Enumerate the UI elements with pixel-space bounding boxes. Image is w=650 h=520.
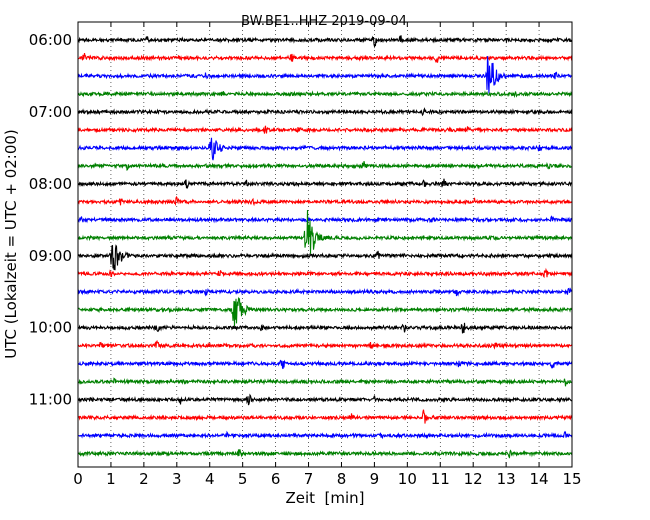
y-tick-label: 06:00 bbox=[29, 31, 72, 49]
trace-11:30 bbox=[77, 430, 573, 440]
trace-09:15 bbox=[77, 267, 573, 279]
trace-10:00 bbox=[77, 322, 573, 334]
x-tick-label: 8 bbox=[337, 470, 347, 488]
y-tick-label: 11:00 bbox=[29, 391, 72, 409]
x-tick-label: 12 bbox=[464, 470, 483, 488]
x-tick-label: 15 bbox=[562, 470, 581, 488]
x-tick-label: 3 bbox=[172, 470, 182, 488]
y-tick-label: 10:00 bbox=[29, 319, 72, 337]
x-tick-label: 6 bbox=[271, 470, 281, 488]
trace-10:30 bbox=[77, 359, 573, 370]
trace-10:15 bbox=[77, 339, 573, 350]
trace-09:30 bbox=[77, 287, 573, 297]
trace-10:45 bbox=[77, 377, 573, 387]
x-tick-label: 14 bbox=[530, 470, 549, 488]
y-tick-label: 09:00 bbox=[29, 247, 72, 265]
trace-09:45 bbox=[77, 296, 573, 327]
seismic-traces bbox=[77, 35, 573, 459]
y-axis-ticks: 06:00 07:00 08:00 09:00 10:00 11:00 bbox=[29, 31, 83, 409]
x-tick-label: 1 bbox=[106, 470, 116, 488]
trace-07:15 bbox=[77, 125, 573, 134]
trace-08:30 bbox=[77, 215, 573, 224]
y-tick-label: 07:00 bbox=[29, 103, 72, 121]
x-tick-label: 5 bbox=[238, 470, 248, 488]
trace-06:30 bbox=[77, 56, 573, 94]
trace-11:15 bbox=[77, 409, 573, 424]
trace-06:00 bbox=[77, 35, 573, 49]
x-tick-label: 13 bbox=[497, 470, 516, 488]
x-tick-label: 4 bbox=[205, 470, 215, 488]
x-tick-label: 7 bbox=[304, 470, 314, 488]
trace-08:45 bbox=[77, 210, 573, 254]
x-tick-label: 9 bbox=[370, 470, 380, 488]
trace-06:45 bbox=[77, 90, 573, 99]
x-tick-label: 2 bbox=[139, 470, 149, 488]
trace-07:00 bbox=[77, 107, 573, 117]
y-tick-label: 08:00 bbox=[29, 175, 72, 193]
trace-08:15 bbox=[77, 195, 573, 207]
trace-07:45 bbox=[77, 161, 573, 171]
x-tick-label: 11 bbox=[431, 470, 450, 488]
x-axis-label: Zeit [min] bbox=[285, 489, 364, 507]
x-tick-label: 10 bbox=[398, 470, 417, 488]
trace-08:00 bbox=[77, 178, 573, 190]
trace-07:30 bbox=[77, 137, 573, 161]
x-axis-ticks: 0 1 2 3 4 5 6 7 8 9 10 11 12 13 14 15 bbox=[73, 22, 582, 488]
x-tick-label: 0 bbox=[73, 470, 83, 488]
trace-11:00 bbox=[77, 393, 573, 406]
y-axis-label: UTC (Lokalzeit = UTC + 02:00) bbox=[2, 129, 20, 359]
trace-11:45 bbox=[77, 449, 573, 459]
plot-area-frame bbox=[77, 21, 573, 468]
trace-09:00 bbox=[77, 244, 573, 271]
trace-06:15 bbox=[77, 52, 573, 63]
